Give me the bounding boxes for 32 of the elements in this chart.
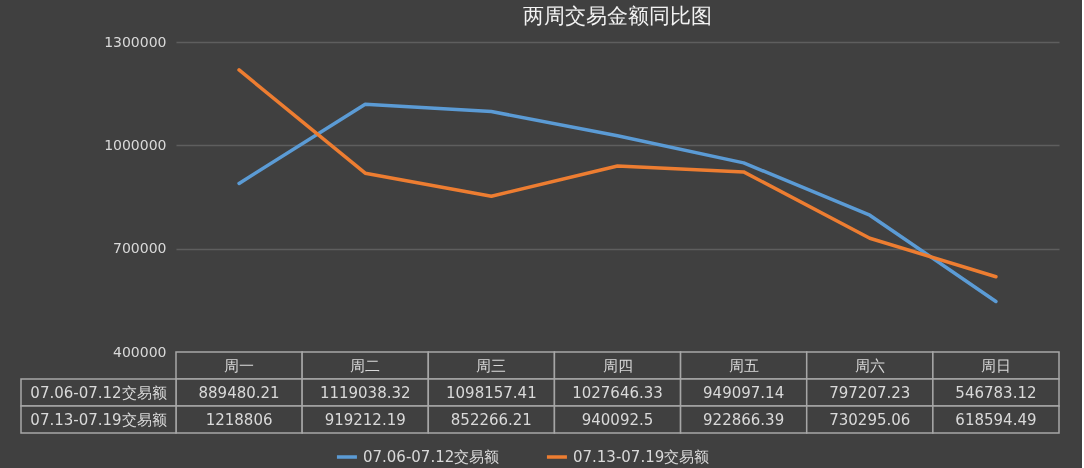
data-label: 1218806 (205, 410, 273, 429)
data-label: 546783.12 (955, 383, 1037, 402)
x-tick-label: 周六 (854, 356, 885, 375)
y-tick-label: 1000000 (104, 136, 167, 153)
legend-label: 07.13-07.19交易额 (572, 448, 710, 466)
data-label: 852266.21 (450, 410, 532, 429)
x-tick-label: 周三 (476, 356, 507, 375)
data-label: 797207.23 (829, 383, 911, 402)
data-label: 1027646.33 (572, 383, 663, 402)
x-tick-label: 周日 (980, 356, 1011, 375)
x-tick-label: 周四 (602, 356, 633, 375)
data-label: 1119038.32 (319, 383, 411, 402)
data-label: 919212.19 (324, 410, 406, 429)
x-tick-label: 周五 (728, 356, 759, 375)
y-tick-label: 400000 (113, 343, 167, 360)
line-series (237, 68, 998, 279)
data-label: 949097.14 (703, 383, 785, 402)
text: 07.06-07.12交易额 (30, 383, 167, 402)
x-tick-label: 周二 (350, 356, 381, 375)
data-label: 1098157.41 (446, 383, 537, 402)
data-label: 940092.5 (581, 410, 654, 429)
y-tick-label: 1300000 (104, 33, 167, 50)
data-label: 618594.49 (955, 410, 1037, 429)
chart-title: 两周交易金额同比图 (523, 4, 712, 28)
line-series (237, 102, 998, 304)
legend-label: 07.06-07.12交易额 (362, 448, 500, 466)
data-label: 922866.39 (703, 410, 785, 429)
text: 07.13-07.19交易额 (30, 410, 167, 429)
y-tick-label: 700000 (113, 240, 167, 257)
x-tick-label: 周一 (224, 356, 255, 375)
data-label: 889480.21 (198, 383, 280, 402)
data-label: 730295.06 (829, 410, 911, 429)
